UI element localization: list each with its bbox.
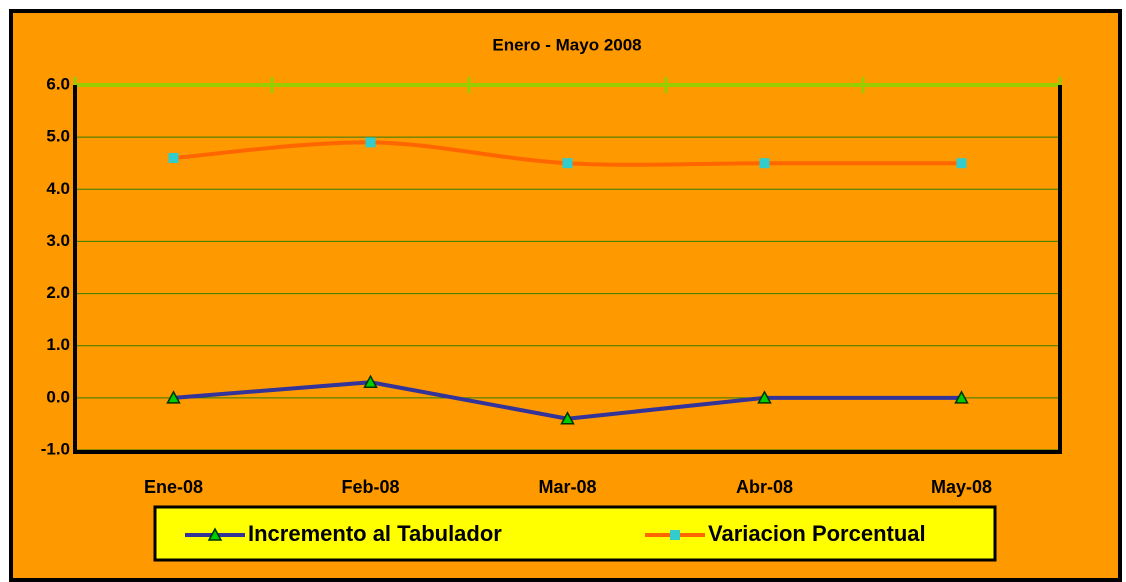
- x-tick-label: Abr-08: [736, 477, 793, 497]
- marker: [954, 390, 969, 404]
- marker: [956, 158, 967, 169]
- marker: [168, 153, 179, 163]
- marker: [365, 137, 376, 148]
- marker: [562, 158, 573, 169]
- marker: [363, 374, 378, 388]
- y-tick-label: 2.0: [46, 283, 70, 302]
- marker: [207, 527, 223, 541]
- marker: [757, 390, 772, 404]
- marker: [166, 390, 181, 404]
- x-tick-label: May-08: [931, 477, 992, 497]
- y-tick-label: 3.0: [46, 231, 70, 250]
- y-tick-label: -1.0: [41, 439, 70, 458]
- y-tick-label: 5.0: [46, 127, 70, 146]
- y-tick-label: 1.0: [46, 335, 70, 354]
- marker: [670, 530, 680, 540]
- x-tick-label: Mar-08: [538, 477, 596, 497]
- x-tick-label: Ene-08: [144, 477, 203, 497]
- marker: [759, 158, 770, 169]
- plot-frame: [73, 85, 1062, 454]
- y-tick-label: 4.0: [46, 179, 70, 198]
- y-tick-label: 6.0: [46, 74, 70, 93]
- y-tick-label: 0.0: [46, 387, 70, 406]
- marker: [560, 411, 575, 425]
- chart-title: Enero - Mayo 2008: [492, 35, 641, 54]
- chart-background: [9, 9, 1122, 582]
- legend-box: [153, 505, 997, 562]
- x-tick-label: Feb-08: [341, 477, 399, 497]
- legend-label: Variacion Porcentual: [708, 521, 926, 546]
- legend-label: Incremento al Tabulador: [248, 521, 502, 546]
